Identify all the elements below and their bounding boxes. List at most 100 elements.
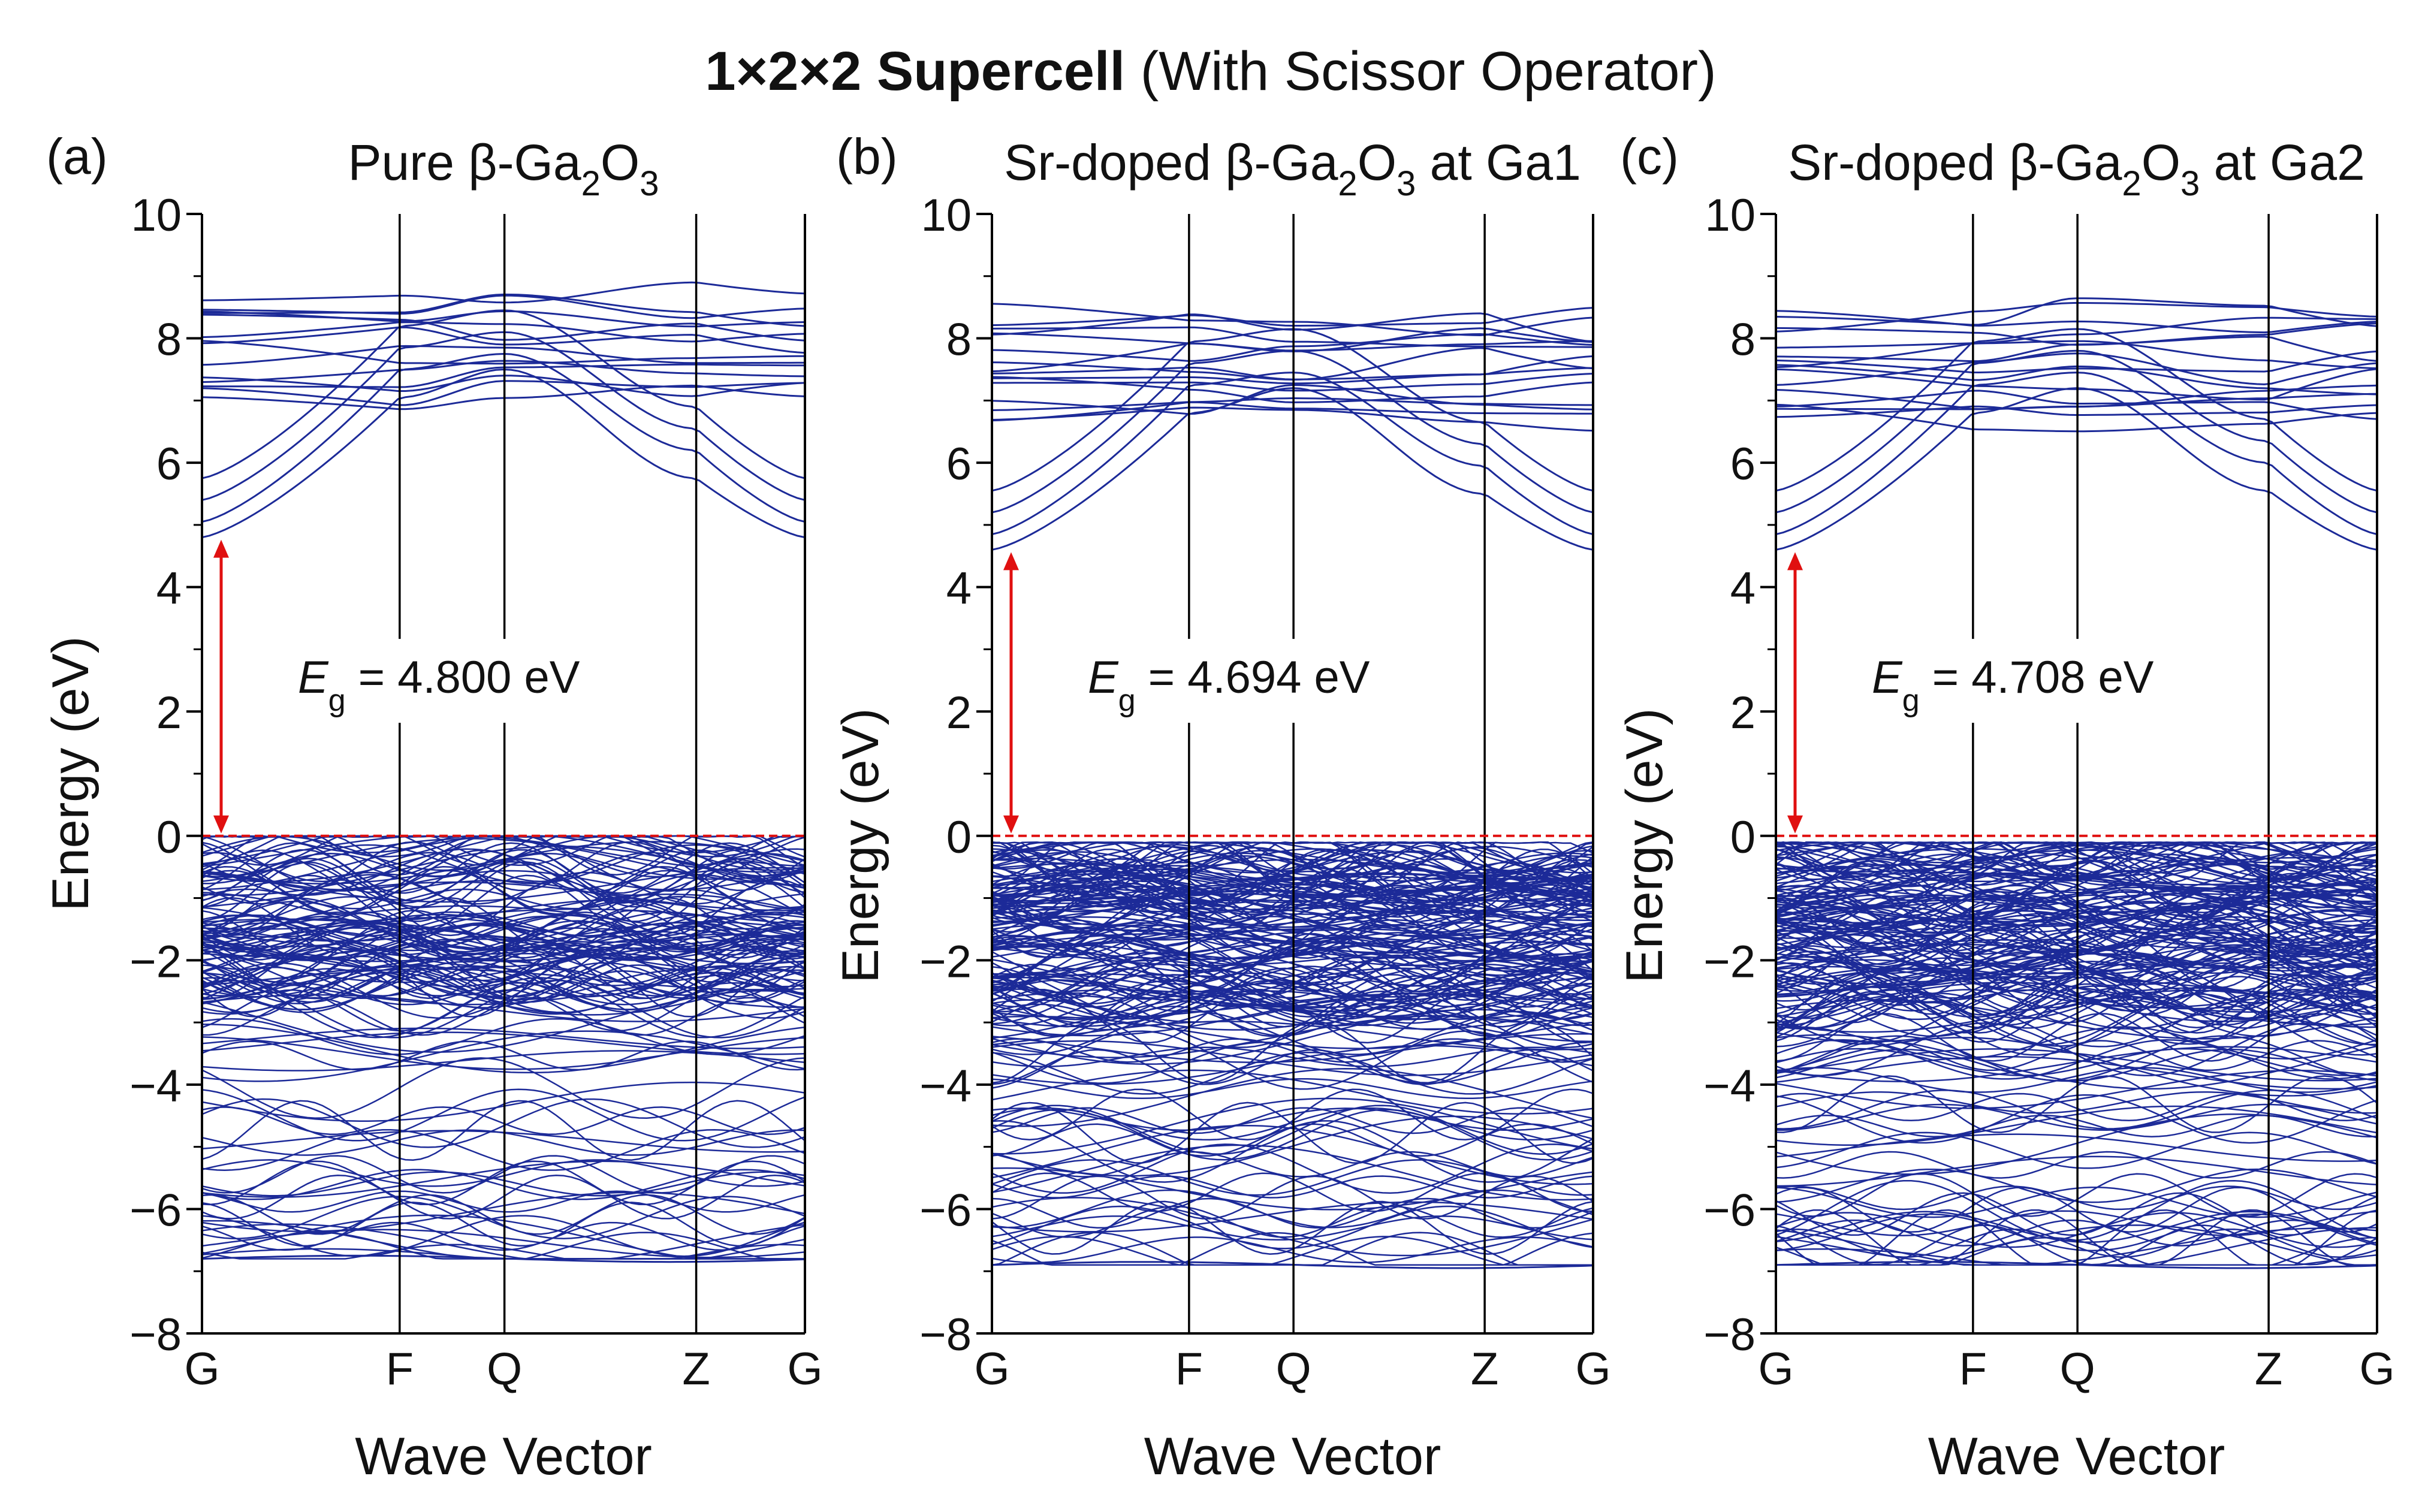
- panel-title-text: O: [601, 134, 640, 191]
- y-tick-label: 4: [1730, 563, 1756, 614]
- y-tick-label: −2: [1703, 936, 1756, 987]
- panel-title: Pure β-Ga2O3: [348, 134, 659, 203]
- band-gap-arrow-head-bottom: [1003, 815, 1019, 834]
- y-axis-title: Energy (eV): [1616, 708, 1673, 983]
- band-gap-symbol: E: [298, 652, 329, 703]
- figure-title-bold: 1×2×2 Supercell: [705, 41, 1125, 102]
- y-tick-label: 8: [1730, 315, 1756, 366]
- y-axis-title: Energy (eV): [832, 708, 889, 983]
- y-tick-label: 4: [946, 563, 972, 614]
- panel-title-subscript: 2: [581, 164, 601, 203]
- panel-title-text: O: [2142, 134, 2180, 191]
- x-tick-label: Q: [1276, 1344, 1311, 1395]
- x-tick-label: G: [974, 1344, 1009, 1395]
- y-tick-label: 6: [946, 439, 972, 490]
- y-tick-label: 8: [156, 315, 182, 366]
- x-tick-label: Z: [1471, 1344, 1498, 1395]
- x-tick-label: Q: [487, 1344, 522, 1395]
- panel-title-text: Pure β-Ga: [348, 134, 581, 191]
- panel-title-text: Sr-doped β-Ga: [1788, 134, 2122, 191]
- panel-title: Sr-doped β-Ga2O3 at Ga1: [1004, 134, 1581, 203]
- y-tick-label: −8: [129, 1309, 182, 1360]
- panel-title-subscript: 3: [2180, 164, 2200, 203]
- y-tick-label: 6: [156, 439, 182, 490]
- x-axis-title: Wave Vector: [355, 1426, 652, 1486]
- panel-title-subscript: 3: [1397, 164, 1416, 203]
- y-tick-label: 2: [1730, 687, 1756, 738]
- x-tick-label: G: [184, 1344, 219, 1395]
- x-tick-label: G: [1758, 1344, 1793, 1395]
- band-gap-subscript: g: [328, 683, 346, 718]
- figure-title-rest: (With Scissor Operator): [1125, 41, 1717, 102]
- band-gap-value: = 4.694 eV: [1136, 652, 1370, 703]
- y-tick-label: 10: [1705, 190, 1756, 241]
- y-tick-label: 2: [946, 687, 972, 738]
- y-tick-label: −6: [129, 1185, 182, 1236]
- x-tick-label: Q: [2060, 1344, 2095, 1395]
- band-gap-label-bg: [1082, 639, 1417, 723]
- y-tick-label: −4: [1703, 1061, 1756, 1112]
- y-tick-label: 6: [1730, 439, 1756, 490]
- band-gap-subscript: g: [1118, 683, 1136, 718]
- panel-label: (c): [1620, 128, 1679, 185]
- x-tick-label: G: [1575, 1344, 1610, 1395]
- x-tick-label: F: [1175, 1344, 1203, 1395]
- panel-title-text: Sr-doped β-Ga: [1004, 134, 1338, 191]
- band-gap-label-bg: [292, 639, 628, 723]
- band-gap-arrow-head-top: [213, 539, 229, 558]
- panel-label: (b): [836, 128, 898, 185]
- band-gap-symbol: E: [1872, 652, 1903, 703]
- y-tick-label: −4: [129, 1061, 182, 1112]
- y-tick-label: 0: [946, 812, 972, 863]
- band-panel-3: Eg = 4.708 eV −8 −6 −4 −2 0 2 4 6 8 10 G F Q Z G Wave Ve…: [1616, 128, 2395, 1486]
- y-tick-label: −8: [1703, 1309, 1756, 1360]
- band-gap-label-bg: [1866, 639, 2201, 723]
- band-gap-arrow-head-top: [1003, 552, 1019, 571]
- band-gap-value: = 4.800 eV: [346, 652, 580, 703]
- y-tick-label: 2: [156, 687, 182, 738]
- x-tick-label: F: [386, 1344, 414, 1395]
- band-gap-arrow-head-bottom: [1787, 815, 1803, 834]
- y-tick-label: 0: [1730, 812, 1756, 863]
- band-gap-label: Eg = 4.800 eV: [298, 652, 580, 718]
- band-gap-label: Eg = 4.708 eV: [1872, 652, 2154, 718]
- band-gap-arrow-head-top: [1787, 552, 1803, 571]
- x-tick-label: G: [2359, 1344, 2394, 1395]
- x-tick-label: Z: [682, 1344, 710, 1395]
- x-axis-title: Wave Vector: [1144, 1426, 1441, 1486]
- y-tick-label: 10: [921, 190, 972, 241]
- panel-label: (a): [46, 128, 108, 185]
- x-tick-label: Z: [2255, 1344, 2282, 1395]
- panel-title-subscript: 3: [640, 164, 659, 203]
- band-gap-arrow-head-bottom: [213, 815, 229, 834]
- panel-title: Sr-doped β-Ga2O3 at Ga2: [1788, 134, 2365, 203]
- y-tick-label: −2: [919, 936, 972, 987]
- panel-title-text: at Ga2: [2200, 134, 2365, 191]
- panels: Eg = 4.800 eV −8 −6 −4 −2 0 2 4 6 8 10 G F Q Z G Wave Ve…: [42, 128, 2395, 1486]
- band-gap-symbol: E: [1088, 652, 1119, 703]
- y-tick-label: 10: [131, 190, 182, 241]
- y-tick-label: −6: [919, 1185, 972, 1236]
- panel-title-text: at Ga1: [1416, 134, 1581, 191]
- panel-title-subscript: 2: [1338, 164, 1357, 203]
- band-panel-2: Eg = 4.694 eV −8 −6 −4 −2 0 2 4 6 8 10 G F Q Z G Wave Ve…: [832, 128, 1611, 1486]
- y-tick-label: 0: [156, 812, 182, 863]
- x-tick-label: F: [1959, 1344, 1987, 1395]
- y-tick-label: −2: [129, 936, 182, 987]
- y-tick-label: −4: [919, 1061, 972, 1112]
- y-tick-label: −6: [1703, 1185, 1756, 1236]
- band-gap-subscript: g: [1902, 683, 1920, 718]
- y-tick-label: 4: [156, 563, 182, 614]
- y-tick-label: 8: [946, 315, 972, 366]
- x-axis-title: Wave Vector: [1928, 1426, 2225, 1486]
- y-tick-label: −8: [919, 1309, 972, 1360]
- band-gap-value: = 4.708 eV: [1920, 652, 2154, 703]
- x-tick-label: G: [787, 1344, 822, 1395]
- y-axis-title: Energy (eV): [42, 636, 99, 912]
- band-gap-label: Eg = 4.694 eV: [1088, 652, 1370, 718]
- panel-title-text: O: [1358, 134, 1397, 191]
- band-panel-1: Eg = 4.800 eV −8 −6 −4 −2 0 2 4 6 8 10 G F Q Z G Wave Ve…: [42, 128, 823, 1486]
- figure-title: 1×2×2 Supercell (With Scissor Operator): [705, 41, 1716, 102]
- panel-title-subscript: 2: [2122, 164, 2141, 203]
